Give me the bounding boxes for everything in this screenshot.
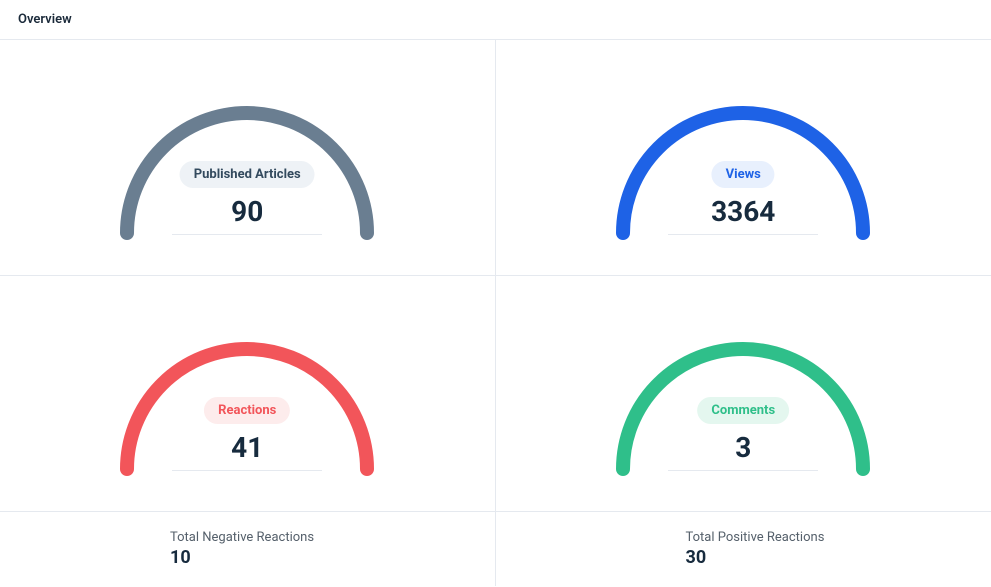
gauge-value: 3 — [668, 431, 818, 471]
gauge-label: Reactions — [204, 397, 290, 424]
section-title: Overview — [0, 0, 991, 40]
gauge-value: 3364 — [668, 195, 818, 235]
gauge-label: Published Articles — [180, 161, 315, 188]
stat-negative-reactions: Total Negative Reactions 10 — [0, 512, 496, 586]
gauge-comments: Comments 3 — [496, 276, 991, 512]
stat-positive-reactions: Total Positive Reactions 30 — [496, 512, 991, 586]
stat-value: 10 — [170, 547, 471, 568]
gauge-value: 90 — [172, 195, 322, 235]
gauge-reactions: Reactions 41 — [0, 276, 496, 512]
stat-label: Total Positive Reactions — [686, 530, 968, 545]
gauge-label: Views — [712, 161, 775, 188]
stat-label: Total Negative Reactions — [170, 530, 471, 545]
gauge-published-articles: Published Articles 90 — [0, 40, 496, 276]
gauge-value: 41 — [172, 431, 322, 471]
gauge-views: Views 3364 — [496, 40, 991, 276]
stat-value: 30 — [686, 547, 968, 568]
gauge-label: Comments — [697, 397, 789, 424]
gauge-grid: Published Articles 90 Views 3364 Reactio… — [0, 40, 991, 586]
